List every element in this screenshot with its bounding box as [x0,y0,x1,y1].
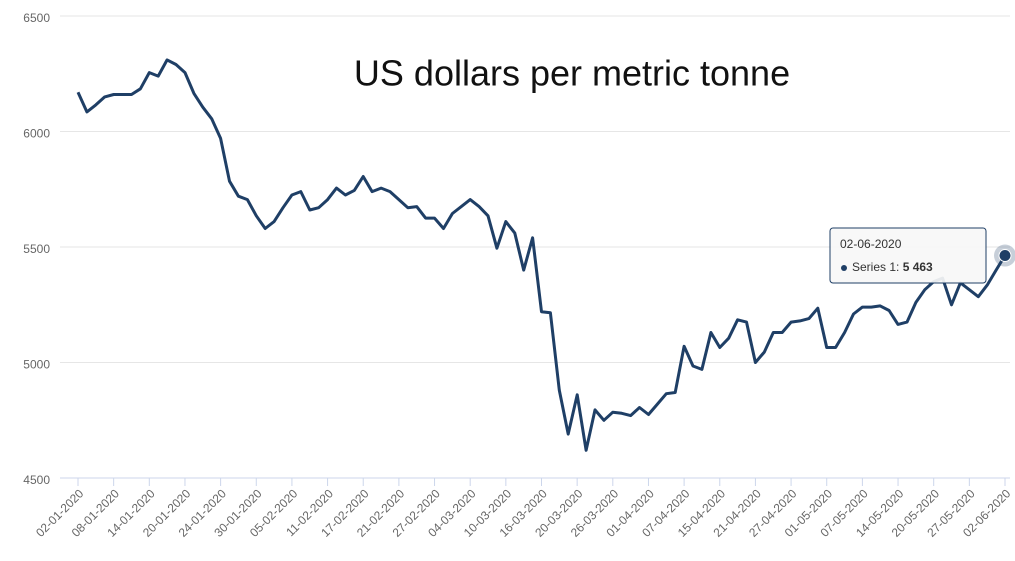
y-tick-label: 4500 [23,473,50,487]
tooltip-series-name: Series 1 [852,260,896,274]
tooltip-value-label: 5 463 [903,260,933,274]
y-tick-label: 6500 [23,11,50,25]
tooltip-dot [841,265,847,271]
y-tick-label: 6000 [23,127,50,141]
tooltip-date: 02-06-2020 [840,237,902,251]
tooltip-box [829,227,987,284]
series-line [76,58,1007,452]
y-tick-label: 5000 [23,358,50,372]
tooltip: 02-06-2020 Series 1: 5 463 [829,227,987,284]
y-tick-label: 5500 [23,242,50,256]
tooltip-value: Series 1: 5 463 [852,260,933,274]
point-marker [998,249,1012,263]
chart-title: US dollars per metric tonne [354,53,790,94]
tooltip-sep: : [896,260,903,274]
